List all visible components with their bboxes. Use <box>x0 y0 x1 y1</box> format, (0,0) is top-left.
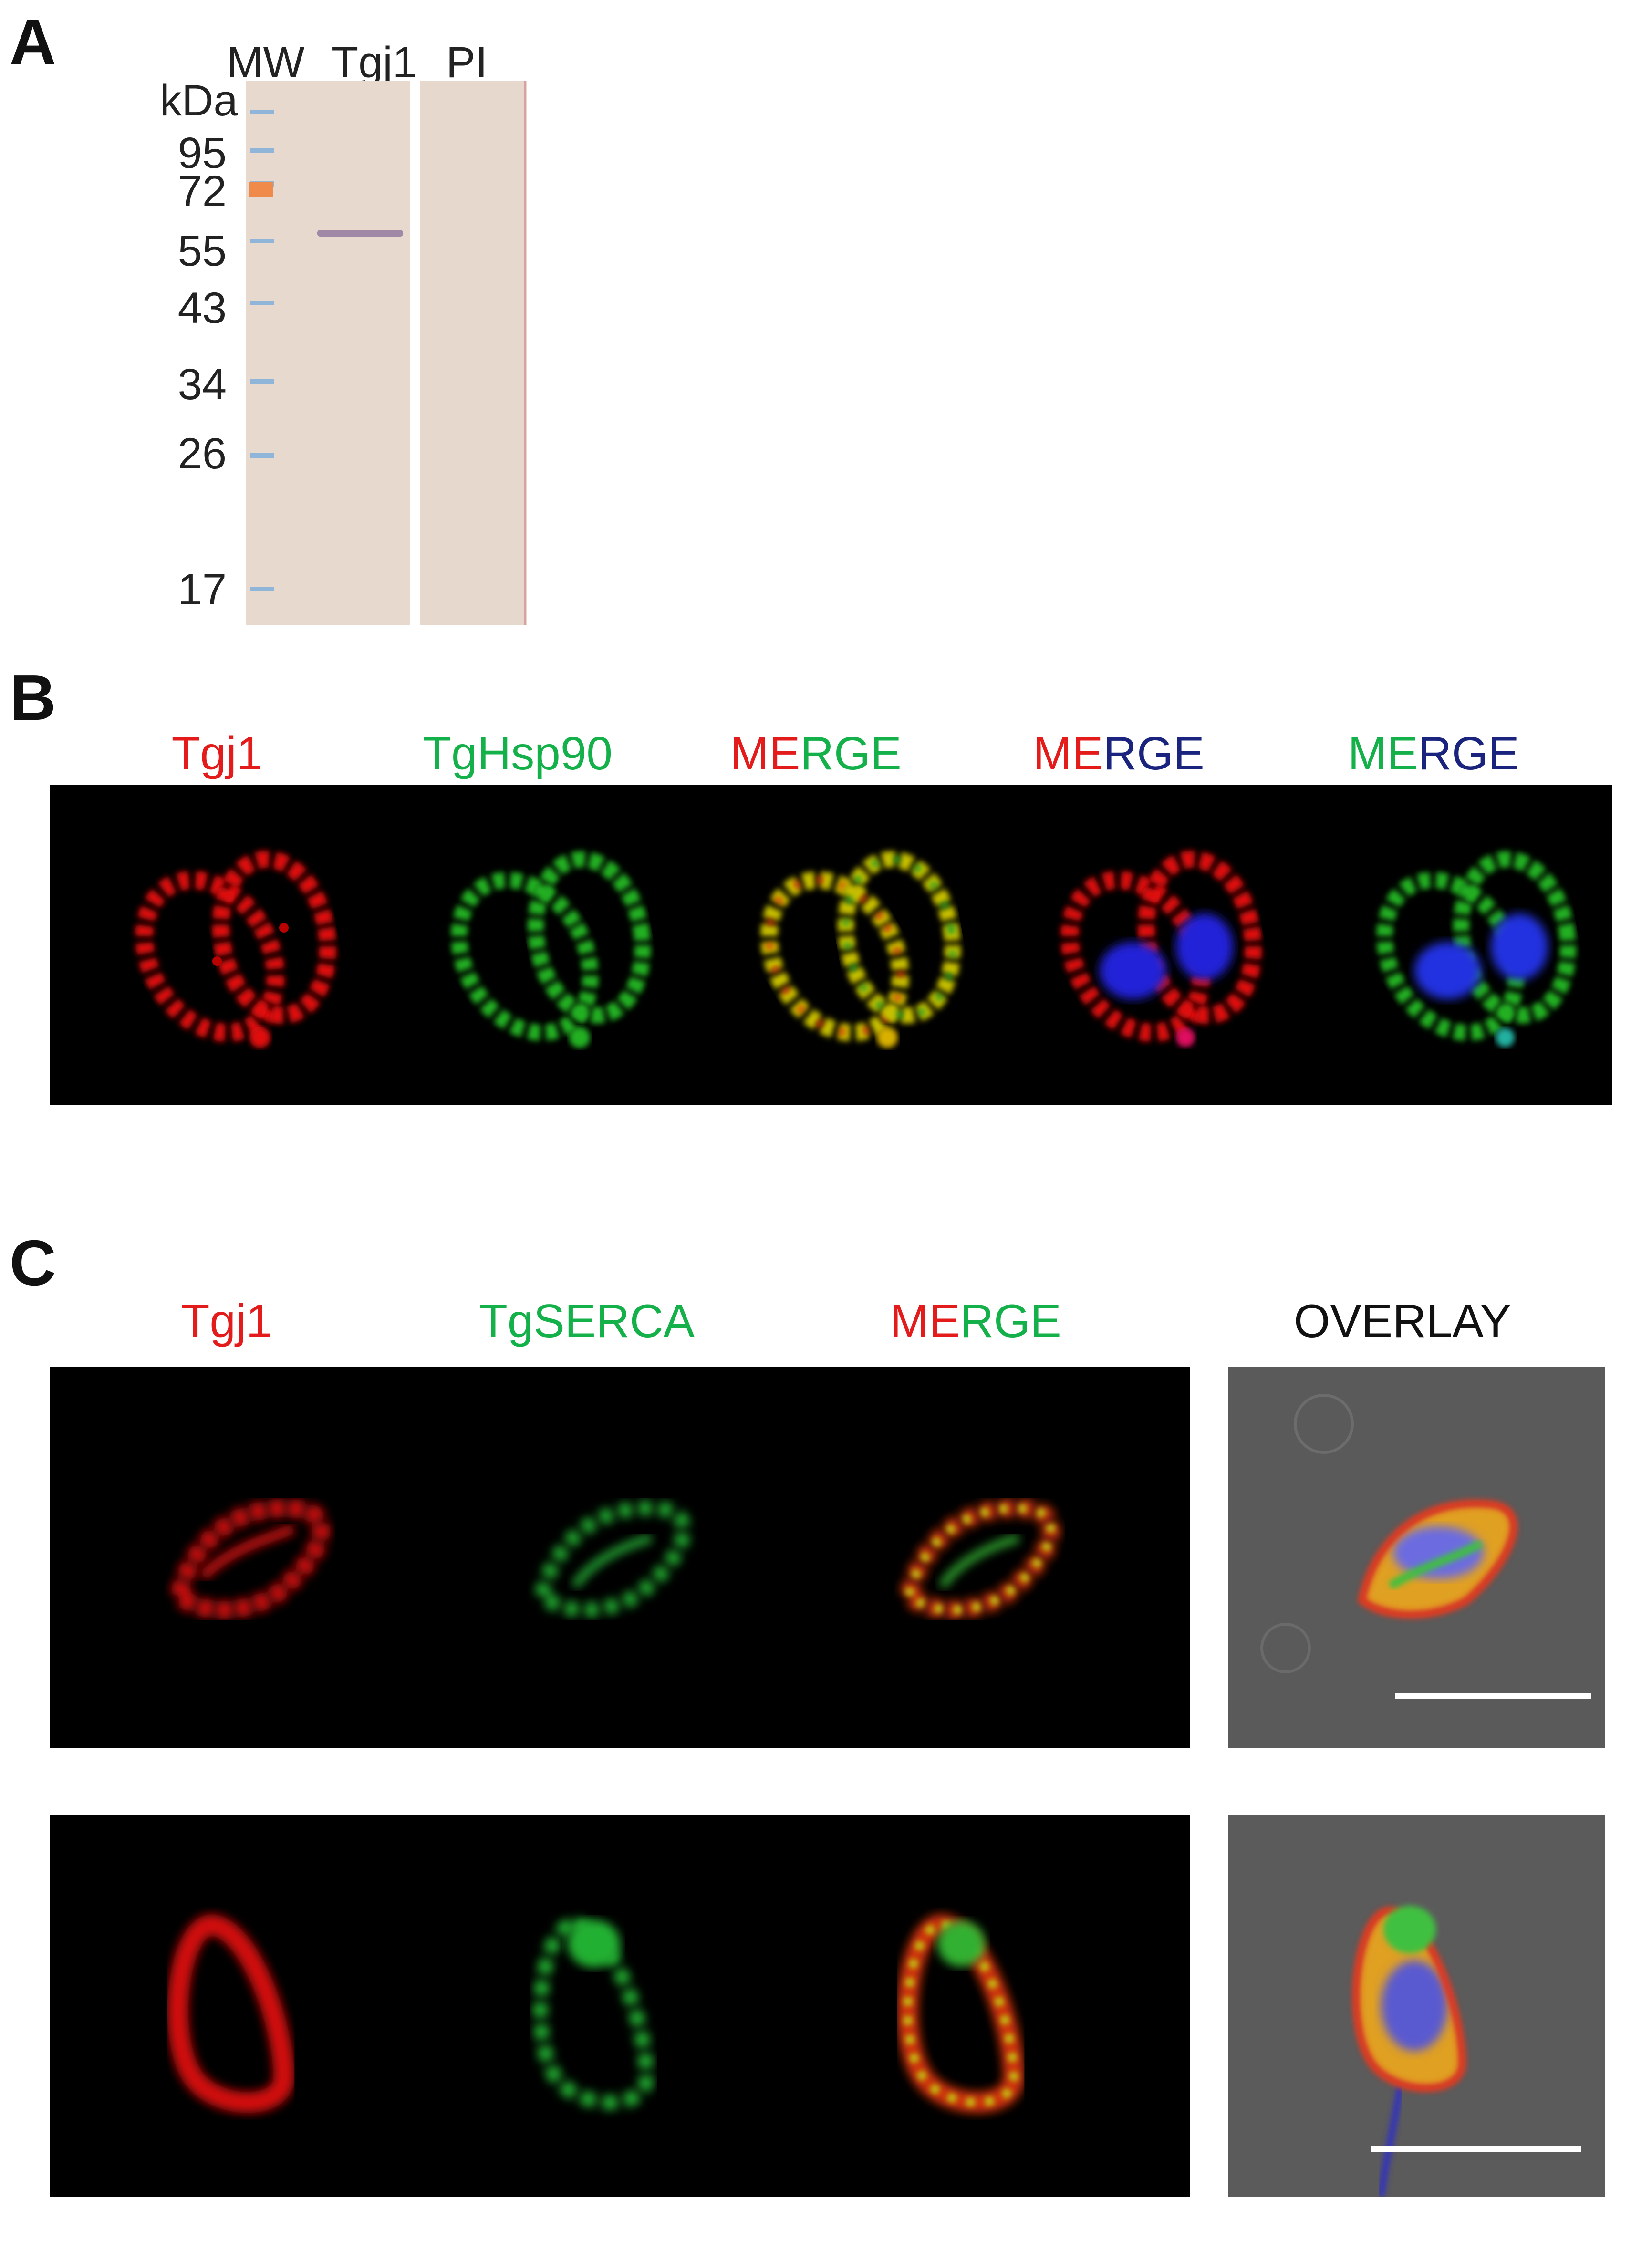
panel-c-row2-overlay <box>1228 1815 1605 2197</box>
panel-b-label-tghsp90: TgHsp90 <box>423 727 613 779</box>
marker-label-55: 55 <box>177 227 227 275</box>
ladder-band-72-orange <box>249 182 273 197</box>
marker-label-17: 17 <box>177 565 227 614</box>
lane-label-mw: MW <box>227 38 305 87</box>
marker-label-95: 95 <box>177 129 227 177</box>
marker-label-26: 26 <box>177 429 227 478</box>
ladder-bands <box>249 110 274 591</box>
panel-c-row2-cell-merge <box>897 1914 1025 2113</box>
panel-b-cell-merge-red-green <box>760 851 961 1048</box>
panel-c-row1-cell-tgj1 <box>168 1499 330 1619</box>
blot-membrane-right <box>420 81 527 625</box>
tgj1-band <box>317 230 403 237</box>
panel-c-row1-cell-tgserca <box>533 1501 691 1617</box>
panel-c-row2-cell-tgj1 <box>167 1914 295 2113</box>
panel-b-letter: B <box>10 662 56 734</box>
panel-c-row1-overlay <box>1228 1367 1605 1748</box>
panel-b-cell-merge-green-blue <box>1376 851 1577 1047</box>
marker-label-43: 43 <box>177 284 227 332</box>
kda-unit-label: kDa <box>160 76 238 125</box>
panel-b-label-merge-red-blue: MERGE <box>1033 727 1205 779</box>
panel-c-row1-overlay-cell <box>1358 1499 1517 1618</box>
panel-c-row2-overlay-cell <box>1352 1906 1466 2092</box>
marker-label-72: 72 <box>177 167 227 216</box>
lane-label-tgj1: Tgj1 <box>332 38 417 87</box>
panel-b-label-merge-red-green: MERGE <box>730 727 902 779</box>
panel-c-label-overlay: OVERLAY <box>1294 1295 1511 1347</box>
panel-c-label-tgj1: Tgj1 <box>181 1295 272 1347</box>
panel-b-label-tgj1: Tgj1 <box>171 727 263 779</box>
blot-membrane-left <box>246 81 410 625</box>
western-blot <box>246 81 527 625</box>
panel-b-microscopy-strip <box>50 785 1612 1105</box>
panel-a-letter: A <box>10 6 56 78</box>
panel-c-letter: C <box>10 1227 56 1299</box>
marker-label-34: 34 <box>177 360 227 409</box>
panel-c-label-tgserca: TgSERCA <box>478 1295 695 1347</box>
panel-c-row2-cell-tgserca <box>533 1917 654 2110</box>
panel-b-cell-tghsp90 <box>451 851 651 1048</box>
panel-c-row2-strip <box>50 1815 1190 2197</box>
lane-label-pi: PI <box>446 38 488 87</box>
panel-c-row1-strip <box>50 1367 1190 1748</box>
panel-b-label-merge-green-blue: MERGE <box>1348 727 1519 779</box>
panel-c-row1-cell-merge <box>898 1499 1060 1619</box>
panel-c-label-merge: MERGE <box>890 1295 1061 1347</box>
